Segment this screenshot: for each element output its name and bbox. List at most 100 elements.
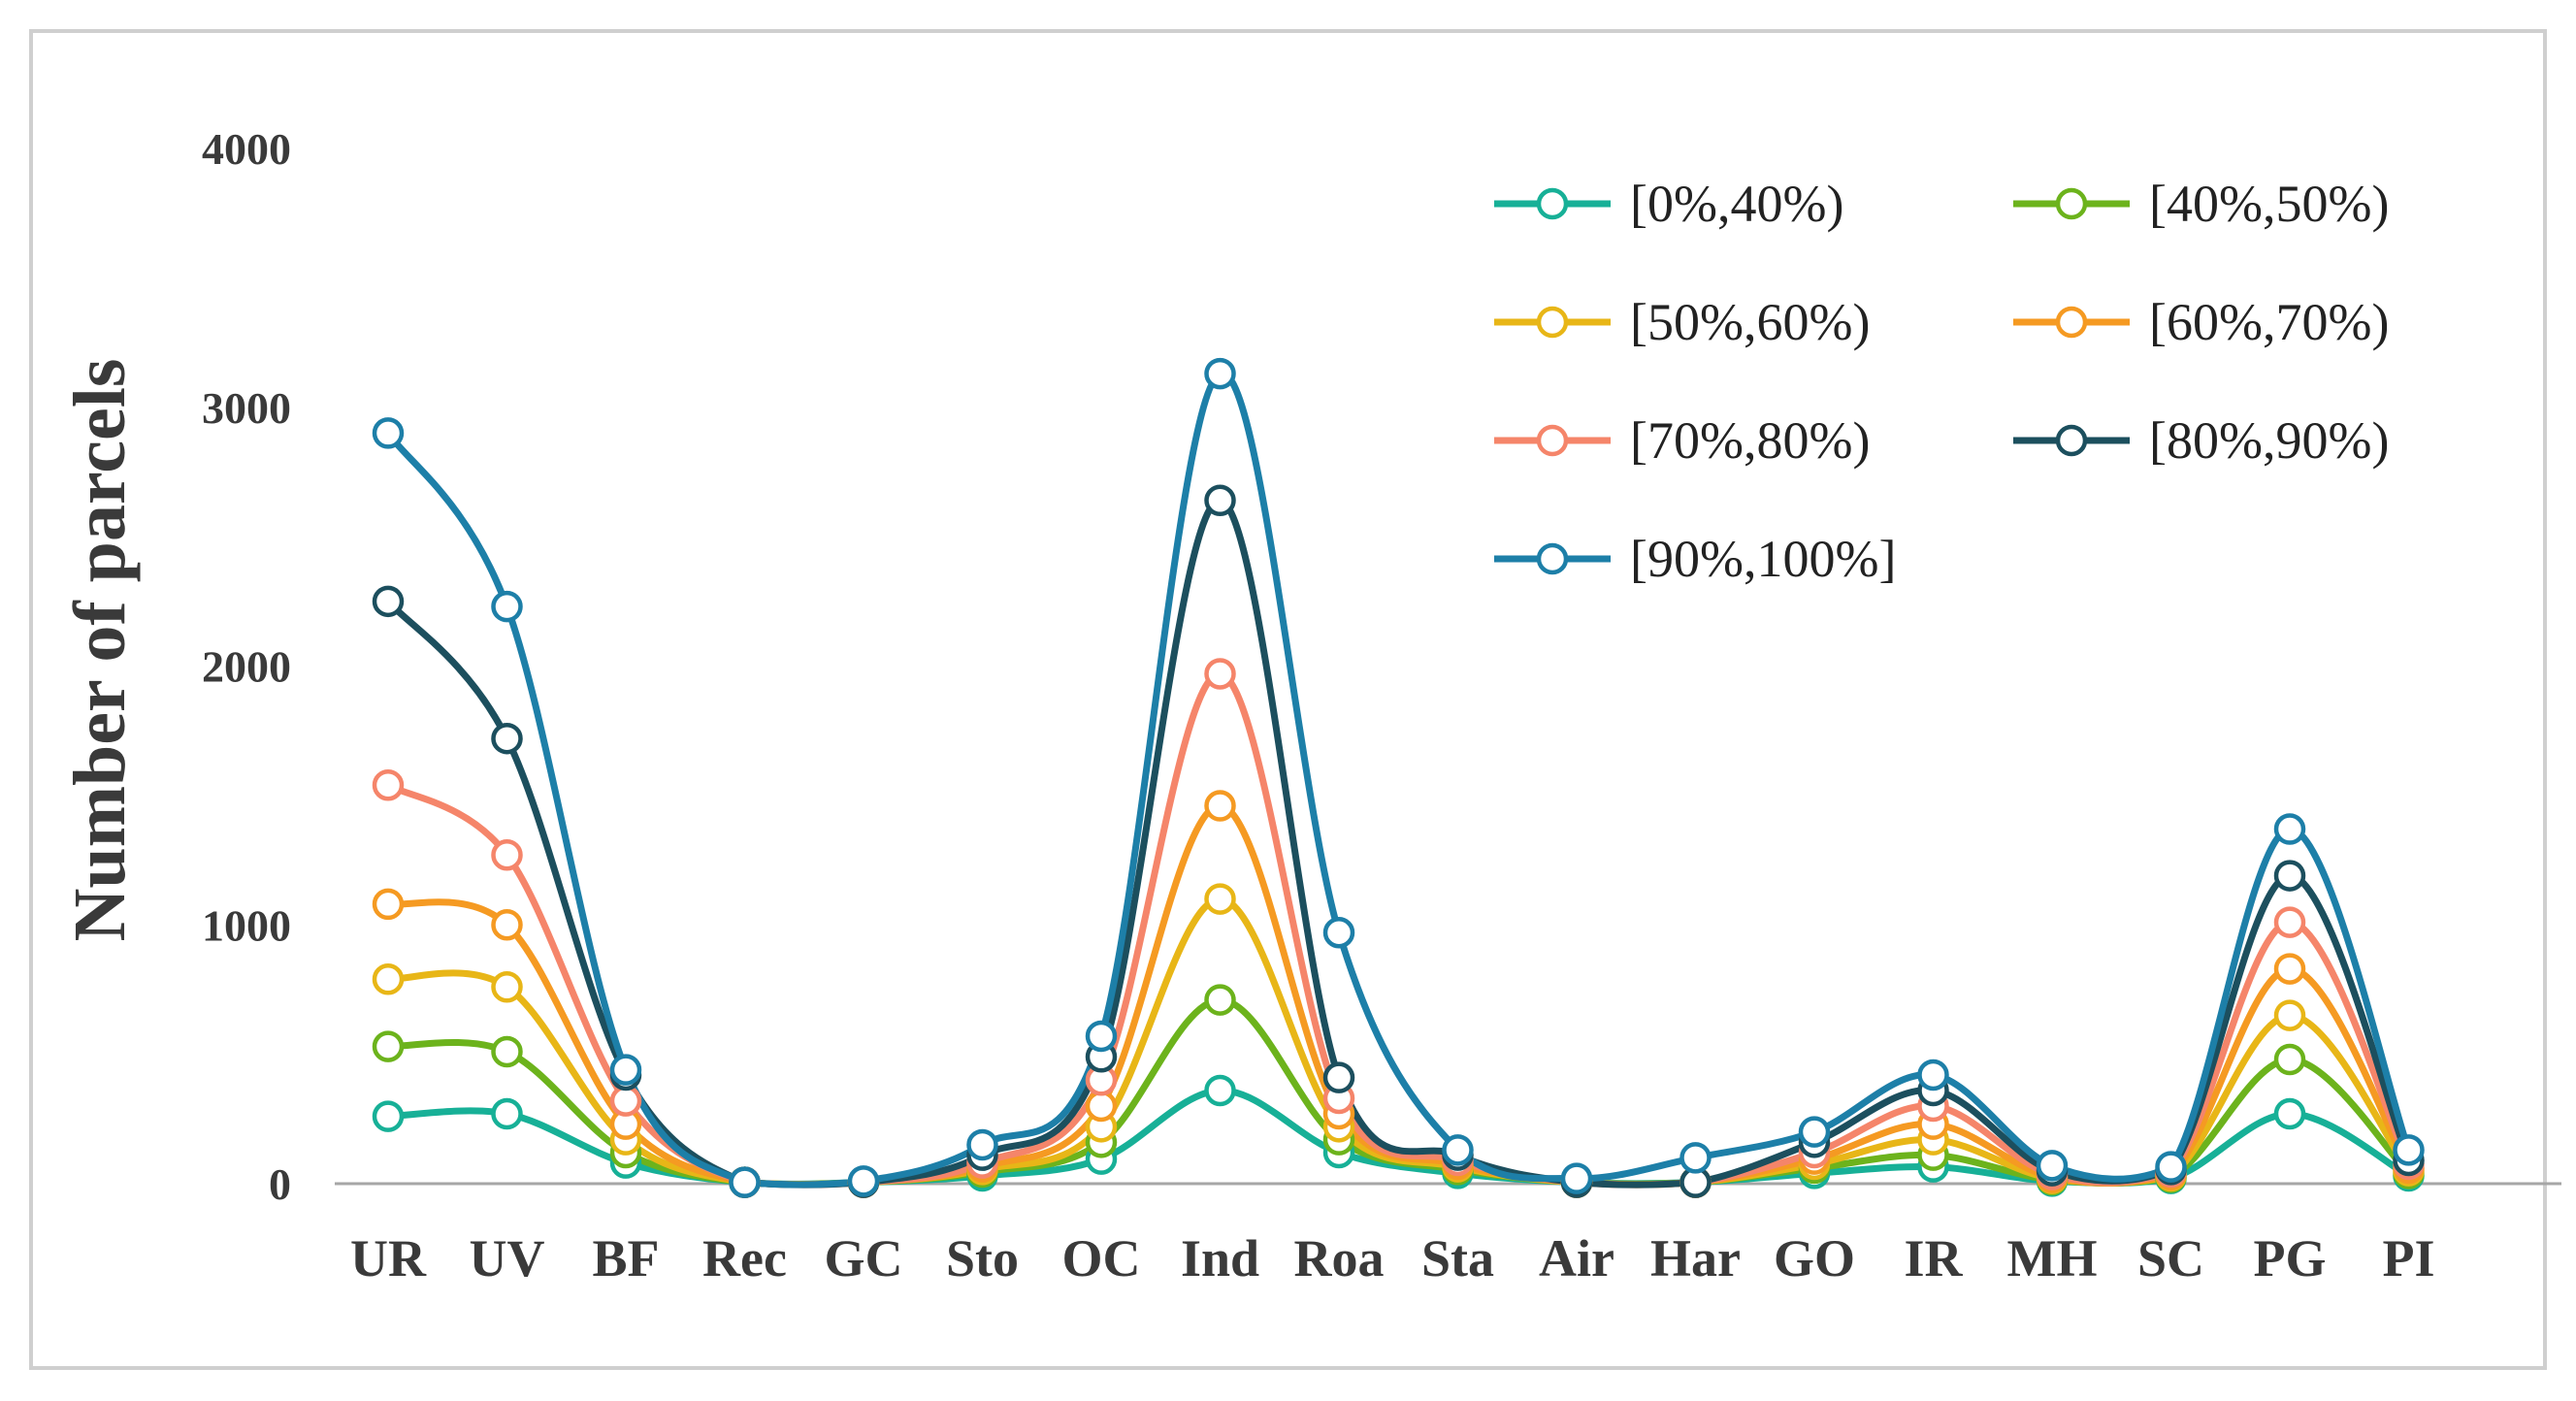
y-axis-ticks: 0 1000 2000 3000 4000 (202, 124, 291, 1209)
data-point (491, 909, 523, 941)
data-point (491, 971, 523, 1003)
data-point (2155, 1151, 2187, 1183)
x-tick-label: PI (2383, 1229, 2435, 1287)
x-tick-label: PG (2254, 1229, 2327, 1287)
data-point (1204, 984, 1236, 1016)
x-tick-label: Roa (1294, 1229, 1385, 1287)
y-tick-label: 0 (269, 1159, 291, 1209)
data-point (491, 838, 523, 871)
x-tick-label: Sta (1421, 1229, 1494, 1287)
series-markers (372, 357, 2425, 1198)
legend-item: [70%,80%) (1494, 411, 1870, 470)
y-tick-label: 1000 (202, 900, 291, 950)
data-point (2273, 813, 2306, 845)
y-tick-label: 4000 (202, 124, 291, 174)
x-tick-label: Sto (946, 1229, 1019, 1287)
data-point (609, 1054, 642, 1086)
data-point (1917, 1059, 1949, 1091)
legend: [0%,40%) [40%,50%) [50%,60%) [60%,70%) [70%,… (1494, 175, 2389, 588)
y-tick-label: 2000 (202, 642, 291, 692)
data-point (2273, 999, 2306, 1031)
data-point (2273, 1097, 2306, 1130)
legend-item: [90%,100%] (1494, 530, 1896, 588)
x-tick-label: OC (1062, 1229, 1141, 1287)
data-point (372, 888, 405, 921)
data-point (1085, 1090, 1118, 1123)
legend-item: [0%,40%) (1494, 175, 1843, 233)
legend-marker (1536, 306, 1569, 339)
x-tick-label: IR (1904, 1229, 1963, 1287)
legend-label: [50%,60%) (1630, 293, 1870, 351)
data-point (1322, 1061, 1355, 1093)
data-point (1204, 357, 1236, 390)
y-tick-label: 3000 (202, 383, 291, 433)
data-point (1204, 1074, 1236, 1107)
data-point (966, 1128, 998, 1161)
data-point (1560, 1162, 1593, 1194)
data-point (491, 590, 523, 623)
x-tick-label: BF (592, 1229, 659, 1287)
x-tick-label: Ind (1181, 1229, 1259, 1287)
y-axis-title: Number of parcels (59, 359, 141, 942)
data-point (491, 1035, 523, 1068)
data-point (1204, 484, 1236, 517)
data-point (2393, 1134, 2425, 1166)
legend-marker (2055, 187, 2088, 220)
legend-item: [60%,70%) (2013, 293, 2389, 351)
data-point (2273, 860, 2306, 892)
x-tick-label: GC (825, 1229, 903, 1287)
x-tick-label: UV (470, 1229, 545, 1287)
data-point (372, 963, 405, 995)
legend-marker (2055, 424, 2088, 457)
data-point (1679, 1142, 1712, 1174)
legend-label: [70%,80%) (1630, 411, 1870, 470)
legend-marker (1536, 424, 1569, 457)
legend-marker (1536, 187, 1569, 220)
data-point (1204, 658, 1236, 690)
legend-label: [90%,100%] (1630, 530, 1896, 588)
series-line-2 (384, 896, 2412, 1189)
data-point (372, 1030, 405, 1062)
data-point (372, 585, 405, 618)
data-point (1204, 883, 1236, 915)
legend-marker (2055, 306, 2088, 339)
series-lines (384, 370, 2412, 1189)
data-point (609, 1085, 642, 1117)
legend-label: [0%,40%) (1630, 175, 1843, 233)
series-line-4 (384, 670, 2412, 1189)
data-point (1798, 1116, 1831, 1148)
legend-marker (1536, 542, 1569, 575)
legend-item: [40%,50%) (2013, 175, 2389, 233)
x-tick-label: MH (2007, 1229, 2098, 1287)
legend-item: [50%,60%) (1494, 293, 1870, 351)
x-tick-label: Har (1650, 1229, 1741, 1287)
data-point (2273, 906, 2306, 938)
data-point (1442, 1134, 1474, 1166)
legend-item: [80%,90%) (2013, 411, 2389, 470)
x-tick-label: SC (2137, 1229, 2204, 1287)
data-point (372, 1100, 405, 1132)
data-point (372, 768, 405, 801)
x-tick-label: UR (350, 1229, 427, 1287)
data-point (847, 1165, 880, 1197)
data-point (2036, 1150, 2069, 1182)
x-axis-ticks: UR UV BF Rec GC Sto OC Ind Roa Sta Air Har GO IR MH SC P… (350, 1229, 2435, 1287)
legend-label: [80%,90%) (2149, 411, 2389, 470)
x-tick-label: Air (1539, 1229, 1614, 1287)
series-line-5 (384, 497, 2412, 1189)
data-point (2273, 953, 2306, 985)
data-point (1322, 917, 1355, 949)
data-point (729, 1166, 761, 1198)
x-tick-label: GO (1774, 1229, 1855, 1287)
data-point (372, 417, 405, 449)
data-point (491, 1097, 523, 1130)
data-point (1204, 790, 1236, 822)
series-line-6 (384, 370, 2412, 1189)
series-line-3 (384, 802, 2412, 1189)
data-point (491, 722, 523, 755)
legend-label: [40%,50%) (2149, 175, 2389, 233)
chart-frame (29, 29, 2547, 1370)
x-tick-label: Rec (702, 1229, 787, 1287)
